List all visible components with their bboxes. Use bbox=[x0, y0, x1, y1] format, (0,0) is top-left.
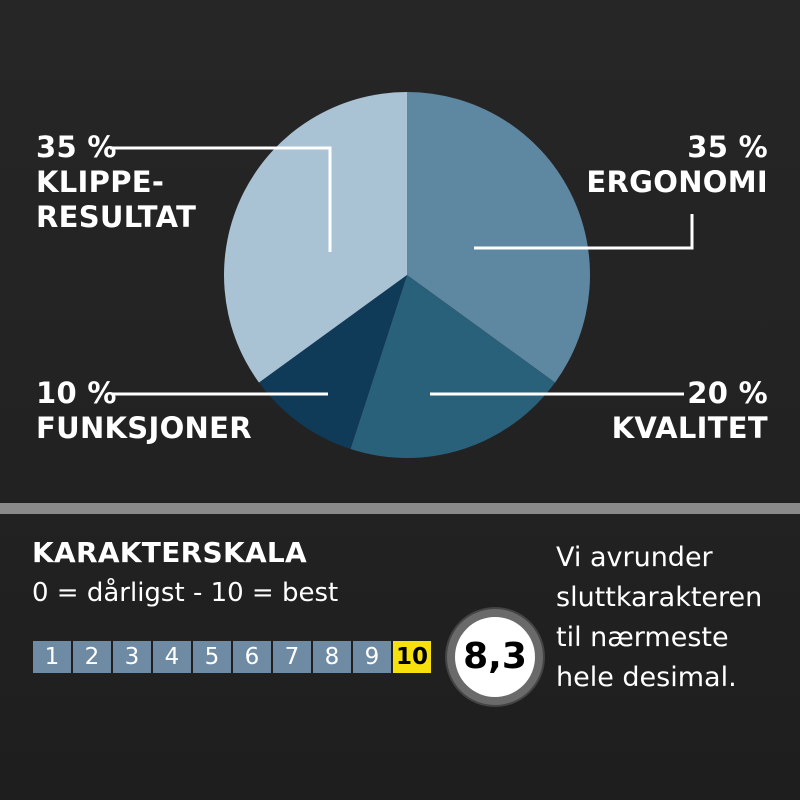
scale-cell-5: 5 bbox=[193, 641, 231, 673]
pie-slice-ergonomi bbox=[407, 92, 590, 383]
label-kvalitet-line1: KVALITET bbox=[611, 411, 768, 445]
label-klippe-pct: 35 % bbox=[36, 130, 117, 164]
scale-cell-8: 8 bbox=[313, 641, 351, 673]
label-funksjoner-pct: 10 % bbox=[36, 376, 117, 410]
leader-line-klippe bbox=[110, 146, 332, 252]
note-line-3: til nærmeste bbox=[556, 622, 729, 653]
label-klippe-line1: KLIPPE- bbox=[36, 165, 165, 199]
note-line-4: hele desimal. bbox=[556, 662, 737, 693]
label-ergonomi: 35 % ERGONOMI bbox=[586, 130, 768, 200]
label-kvalitet-pct: 20 % bbox=[687, 376, 768, 410]
score-badge: 8,3 bbox=[447, 609, 543, 705]
label-klippe-line2: RESULTAT bbox=[36, 200, 197, 234]
scale-cell-4: 4 bbox=[153, 641, 191, 673]
scale-cell-6: 6 bbox=[233, 641, 271, 673]
pie-chart bbox=[110, 92, 694, 458]
scale-cell-1: 1 bbox=[33, 641, 71, 673]
label-kvalitet: 20 % KVALITET bbox=[612, 376, 768, 446]
pie-slice-klippe-resultat bbox=[224, 92, 407, 383]
pie-slice-kvalitet bbox=[350, 275, 556, 458]
scale-cell-10: 10 bbox=[393, 641, 431, 673]
scale-cell-3: 3 bbox=[113, 641, 151, 673]
pie-slice-funksjoner bbox=[258, 275, 407, 450]
scale-cell-7: 7 bbox=[273, 641, 311, 673]
scale-cell-9: 9 bbox=[353, 641, 391, 673]
section-divider bbox=[0, 503, 800, 514]
rounding-note: Vi avrunder sluttkarakteren til nærmeste… bbox=[556, 538, 762, 698]
scale-cell-2: 2 bbox=[73, 641, 111, 673]
note-line-1: Vi avrunder bbox=[556, 542, 713, 573]
label-funksjoner: 10 % FUNKSJONER bbox=[36, 376, 252, 446]
grade-scale: 1 2 3 4 5 6 7 8 9 10 bbox=[33, 641, 431, 673]
scale-subtitle: 0 = dårligst - 10 = best bbox=[32, 578, 339, 608]
label-ergonomi-pct: 35 % bbox=[687, 130, 768, 164]
leader-line-ergonomi bbox=[474, 214, 694, 250]
note-line-2: sluttkarakteren bbox=[556, 582, 763, 613]
label-funksjoner-line1: FUNKSJONER bbox=[36, 411, 252, 445]
label-ergonomi-line1: ERGONOMI bbox=[586, 165, 768, 199]
scale-title: KARAKTERSKALA bbox=[32, 536, 308, 569]
label-klippe: 35 % KLIPPE- RESULTAT bbox=[36, 130, 196, 235]
